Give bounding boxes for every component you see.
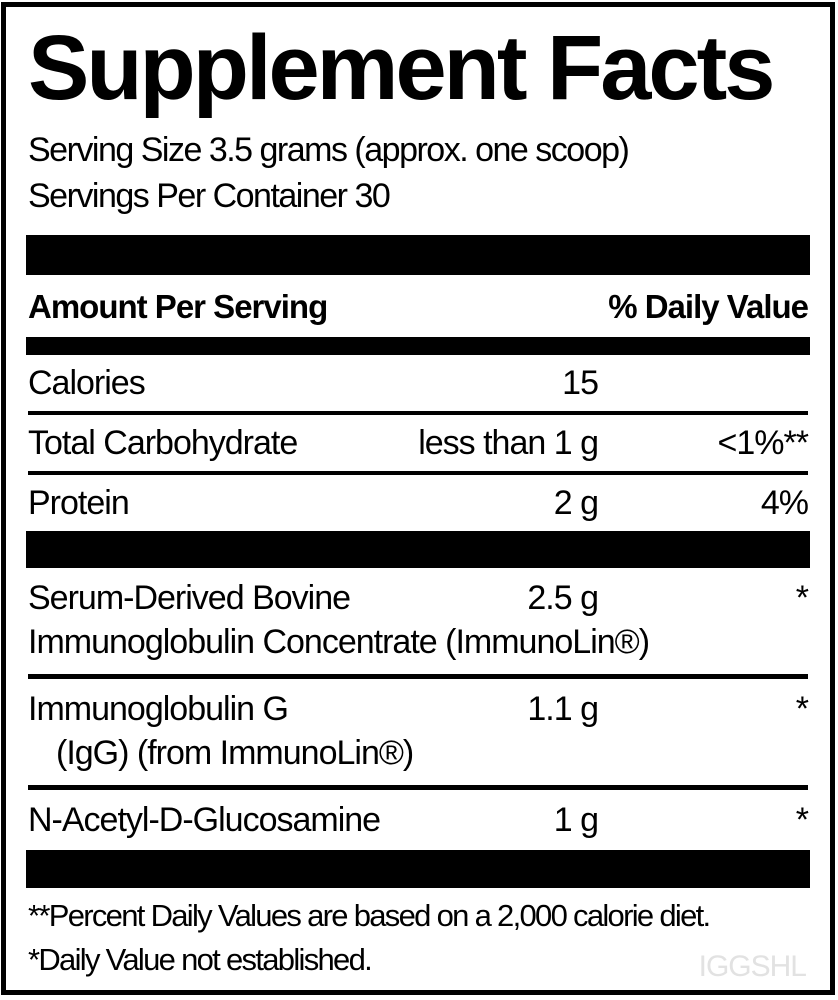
ingredient-amount: 1.1 g bbox=[527, 690, 599, 728]
servings-per-container-text: Servings Per Container 30 bbox=[28, 177, 391, 215]
ingredient-name-line2: (IgG) (from ImmunoLin®) bbox=[56, 734, 414, 772]
table-row-total-carbohydrate: Total Carbohydrate less than 1 g <1%** bbox=[28, 415, 809, 475]
ingredient-dv: * bbox=[795, 579, 809, 617]
nutrient-amount: 15 bbox=[562, 364, 599, 402]
ingredient-amount: 1 g bbox=[553, 801, 599, 839]
table-row-calories: Calories 15 bbox=[28, 355, 808, 415]
nutrient-dv: 4% bbox=[760, 484, 809, 522]
table-row-serum-derived-bovine: Serum-Derived Bovine 2.5 g * Immunoglobu… bbox=[28, 568, 809, 679]
ingredient-dv: * bbox=[795, 690, 809, 728]
page-title: Supplement Facts bbox=[28, 17, 775, 119]
table-row-n-acetyl-d-glucosamine: N-Acetyl-D-Glucosamine 1 g * bbox=[28, 790, 809, 850]
nutrient-amount: less than 1 g bbox=[418, 424, 599, 462]
daily-value-header: % Daily Value bbox=[608, 288, 809, 325]
nutrient-amount: 2 g bbox=[553, 484, 599, 522]
column-header-row: Amount Per Serving % Daily Value bbox=[28, 275, 809, 337]
nutrient-dv: <1%** bbox=[717, 424, 809, 462]
ingredient-name-line2: Immunoglobulin Concentrate (ImmunoLin®) bbox=[28, 623, 650, 661]
footnote-daily-values: **Percent Daily Values are based on a 2,… bbox=[28, 898, 711, 933]
amount-per-serving-header: Amount Per Serving bbox=[28, 288, 328, 325]
nutrient-name: Calories bbox=[28, 364, 146, 402]
table-row-protein: Protein 2 g 4% bbox=[28, 475, 809, 531]
divider-bar-header bbox=[26, 337, 810, 355]
ingredient-name: Serum-Derived Bovine bbox=[28, 579, 351, 617]
divider-bar-middle bbox=[26, 531, 810, 568]
footnote-not-established: *Daily Value not established. bbox=[28, 942, 373, 977]
ingredient-name: N-Acetyl-D-Glucosamine bbox=[28, 801, 381, 839]
divider-bar-bottom bbox=[26, 850, 810, 888]
nutrient-name: Protein bbox=[28, 484, 130, 522]
table-row-immunoglobulin-g: Immunoglobulin G 1.1 g * (IgG) (from Imm… bbox=[28, 679, 809, 790]
ingredient-amount: 2.5 g bbox=[527, 579, 599, 617]
nutrient-name: Total Carbohydrate bbox=[28, 424, 298, 462]
footnotes: **Percent Daily Values are based on a 2,… bbox=[28, 894, 808, 982]
ingredient-name: Immunoglobulin G bbox=[28, 690, 289, 728]
serving-size-text: Serving Size 3.5 grams (approx. one scoo… bbox=[28, 131, 630, 169]
divider-bar-top bbox=[26, 235, 810, 275]
ingredient-dv: * bbox=[795, 801, 809, 839]
watermark-text: IGGSHL bbox=[698, 950, 807, 983]
